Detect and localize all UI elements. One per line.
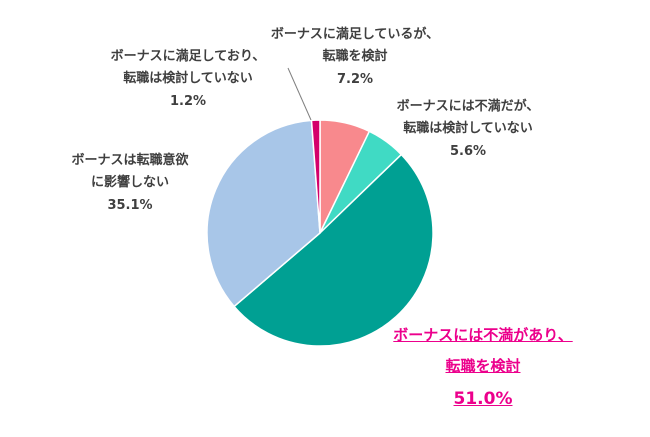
label-no-influence: ボーナスは転職意欲 に影響しない 35.1% bbox=[30, 150, 230, 217]
label-dissatisfied-considering-highlight: ボーナスには不満があり、 転職を検討 51.0% bbox=[368, 320, 598, 416]
pie-slice: ボーナスに満足しており、転職は検討していない 1.2% bbox=[310, 119, 321, 234]
label-line: に影響しない bbox=[90, 175, 169, 191]
label-line: ボーナスには不満があり、 bbox=[393, 326, 573, 344]
label-percent: 35.1% bbox=[107, 197, 153, 213]
label-percent: 7.2% bbox=[336, 71, 374, 87]
label-satisfied-not-considering: ボーナスに満足しており、 転職は検討していない 1.2% bbox=[88, 46, 288, 113]
label-line: 転職は検討していない bbox=[123, 71, 253, 87]
label-line: 転職を検討 bbox=[322, 49, 388, 65]
label-line: 転職は検討していない bbox=[403, 121, 533, 137]
label-line: ボーナスに満足しており、 bbox=[110, 49, 266, 64]
label-percent: 1.2% bbox=[169, 93, 207, 109]
pie-slice: ボーナスには不満があり、転職を検討 51% bbox=[233, 153, 434, 347]
label-satisfied-considering: ボーナスに満足しているが、 転職を検討 7.2% bbox=[255, 24, 455, 91]
label-dissatisfied-not-considering: ボーナスには不満だが、 転職は検討していない 5.6% bbox=[368, 96, 568, 163]
label-percent: 5.6% bbox=[449, 143, 487, 159]
label-line: ボーナスに満足しているが、 bbox=[270, 27, 440, 42]
leader-line bbox=[287, 67, 312, 121]
label-line: 転職を検討 bbox=[445, 356, 521, 375]
label-percent: 51.0% bbox=[453, 388, 513, 409]
label-line: ボーナスには不満だが、 bbox=[396, 99, 540, 114]
label-line: ボーナスは転職意欲 bbox=[71, 153, 189, 168]
